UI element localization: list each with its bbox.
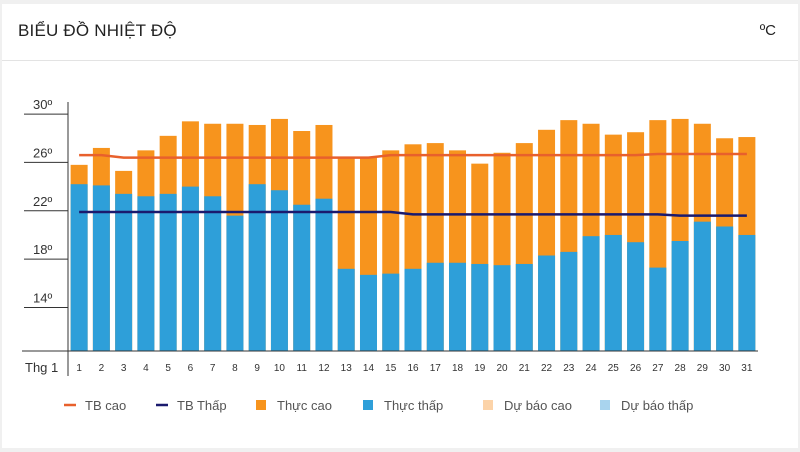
legend-label-du-bao-cao: Dự báo cao — [504, 398, 572, 413]
thuc-thap-bar-27 — [649, 267, 667, 351]
thuc-thap-bar-12 — [315, 198, 333, 351]
x-axis-month-label: Thg 1 — [25, 360, 58, 375]
x-tick-label-2: 2 — [99, 363, 105, 374]
thuc-thap-bar-5 — [159, 193, 177, 351]
x-tick-label-20: 20 — [496, 363, 508, 374]
thuc-thap-bar-3 — [115, 193, 133, 351]
x-tick-label-4: 4 — [143, 363, 149, 374]
chart-legend: TB cao TB Thấp Thực cao Thực thấp Dự báo cao… — [64, 398, 693, 413]
thuc-thap-bar-26 — [627, 242, 645, 351]
thuc-thap-bar-23 — [560, 251, 578, 351]
thuc-thap-bar-1 — [70, 184, 88, 351]
thuc-thap-bar-21 — [515, 263, 533, 351]
thuc-thap-bar-17 — [426, 262, 444, 351]
thuc-thap-bar-25 — [604, 234, 622, 351]
legend-label-tb-cao: TB cao — [85, 398, 126, 413]
thuc-thap-bar-16 — [404, 268, 422, 351]
x-tick-label-12: 12 — [318, 363, 330, 374]
x-tick-label-18: 18 — [452, 363, 464, 374]
legend-label-thuc-thap: Thực thấp — [384, 398, 443, 413]
average-lines — [79, 152, 747, 217]
chart-axes — [22, 102, 758, 357]
y-tick-label-18: 18º — [33, 242, 52, 257]
thuc-thap-bar-11 — [293, 204, 311, 351]
x-tick-label-21: 21 — [519, 363, 531, 374]
x-tick-label-1: 1 — [76, 363, 82, 374]
card-header: BIỂU ĐỒ NHIỆT ĐỘ ºC — [2, 4, 798, 61]
thuc-thap-bar-10 — [270, 190, 288, 351]
thuc-thap-bar-31 — [738, 234, 756, 351]
x-tick-label-31: 31 — [741, 363, 753, 374]
thuc-thap-bar-6 — [181, 186, 199, 351]
x-tick-label-10: 10 — [274, 363, 286, 374]
x-tick-label-29: 29 — [697, 363, 709, 374]
thuc-thap-bars — [70, 184, 756, 351]
thuc-thap-bar-18 — [449, 262, 467, 351]
x-tick-label-14: 14 — [363, 363, 375, 374]
x-tick-label-5: 5 — [165, 363, 171, 374]
thuc-thap-bar-28 — [671, 241, 689, 351]
thuc-thap-bar-15 — [382, 273, 400, 351]
x-tick-label-9: 9 — [254, 363, 260, 374]
legend-swatch-du-bao-cao — [483, 400, 493, 410]
y-tick-label-30: 30º — [33, 97, 52, 112]
x-tick-label-11: 11 — [297, 363, 308, 374]
thuc-thap-bar-9 — [248, 184, 266, 351]
legend-swatch-thuc-thap — [363, 400, 373, 410]
thuc-thap-bar-30 — [716, 226, 734, 351]
y-axis-ticks: 30º 26º 22º 18º 14º — [24, 97, 68, 308]
chart-title: BIỂU ĐỒ NHIỆT ĐỘ — [18, 21, 177, 40]
thuc-thap-bar-2 — [92, 185, 110, 351]
thuc-thap-bar-14 — [359, 274, 377, 351]
legend-swatch-thuc-cao — [256, 400, 266, 410]
x-tick-label-27: 27 — [652, 363, 664, 374]
x-tick-label-15: 15 — [385, 363, 397, 374]
thuc-thap-bar-20 — [493, 265, 511, 351]
thuc-thap-bar-24 — [582, 236, 600, 351]
x-tick-label-7: 7 — [210, 363, 216, 374]
legend-label-tb-thap: TB Thấp — [177, 398, 227, 413]
x-tick-label-26: 26 — [630, 363, 642, 374]
unit-label: ºC — [759, 22, 776, 39]
x-tick-label-3: 3 — [121, 363, 127, 374]
x-tick-label-13: 13 — [341, 363, 353, 374]
x-tick-label-6: 6 — [188, 363, 194, 374]
x-tick-label-19: 19 — [474, 363, 486, 374]
x-tick-label-17: 17 — [430, 363, 442, 374]
x-tick-label-24: 24 — [586, 363, 598, 374]
tb-cao-line — [79, 152, 747, 159]
legend-label-du-bao-thap: Dự báo thấp — [621, 398, 693, 413]
x-tick-label-8: 8 — [232, 363, 238, 374]
legend-swatch-du-bao-thap — [600, 400, 610, 410]
thuc-thap-bar-13 — [337, 268, 355, 351]
thuc-thap-bar-22 — [538, 255, 556, 351]
legend-label-thuc-cao: Thực cao — [277, 398, 332, 413]
x-tick-label-16: 16 — [407, 363, 419, 374]
y-tick-label-26: 26º — [33, 145, 52, 160]
thuc-thap-bar-19 — [471, 263, 489, 351]
y-tick-label-14: 14º — [33, 290, 52, 305]
x-tick-label-25: 25 — [608, 363, 620, 374]
thuc-thap-bar-7 — [204, 196, 222, 351]
tb-thap-line — [79, 210, 747, 217]
x-tick-label-28: 28 — [675, 363, 687, 374]
x-tick-label-22: 22 — [541, 363, 553, 374]
thuc-thap-bar-8 — [226, 215, 244, 351]
x-tick-label-23: 23 — [563, 363, 575, 374]
x-tick-label-30: 30 — [719, 363, 731, 374]
y-tick-label-22: 22º — [33, 194, 52, 209]
thuc-thap-bar-4 — [137, 196, 155, 351]
thuc-thap-bar-29 — [693, 221, 711, 351]
x-axis-ticks: Thg 1 1 2 3 4 5 6 7 8 9 10 11 12 13 14 15 16 17 18 19 20 21 22… — [25, 351, 753, 376]
